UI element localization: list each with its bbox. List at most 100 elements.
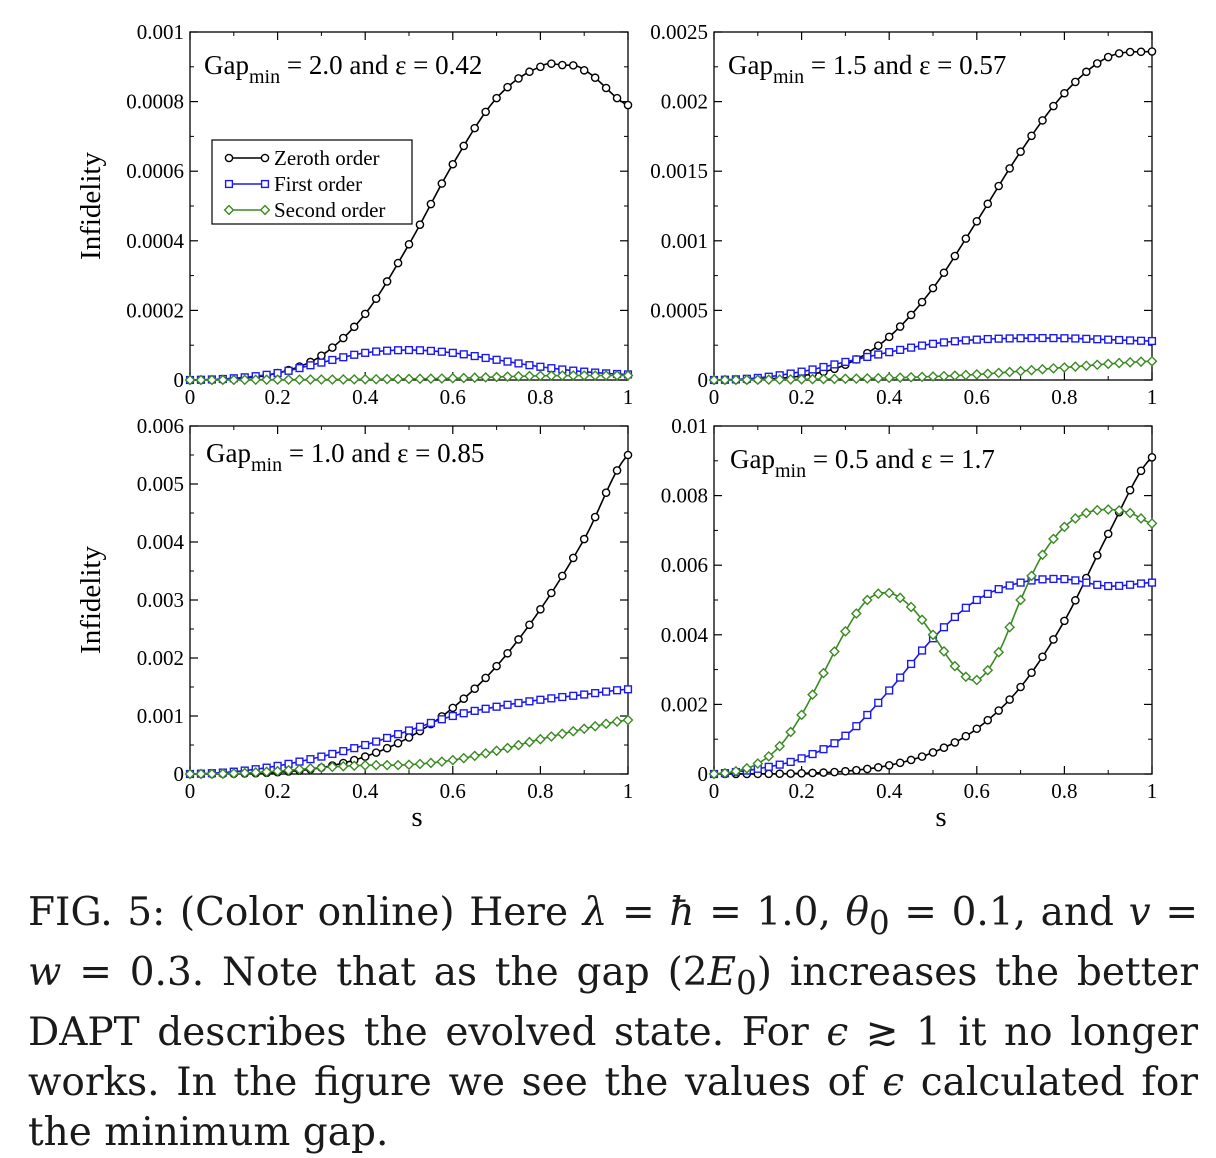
data-point: [1092, 59, 1102, 68]
data-point: [601, 488, 611, 497]
data-point: [786, 769, 795, 778]
data-point: [470, 684, 480, 694]
data-point: [708, 768, 720, 780]
data-point: [1048, 533, 1059, 545]
data-point: [1125, 47, 1135, 57]
data-point: [536, 362, 545, 371]
data-point: [480, 371, 492, 383]
data-point: [1082, 67, 1091, 77]
annotation-sub: min: [775, 460, 806, 482]
y-tick-label: 0.004: [137, 530, 185, 554]
x-tick-label: 0.2: [264, 779, 290, 803]
caption-E-sub: 0: [736, 963, 757, 1002]
data-point: [436, 756, 448, 768]
data-point: [850, 373, 862, 385]
annotation-values: = 0.5 and ε = 1.7: [806, 444, 995, 474]
data-point: [774, 374, 786, 385]
data-point: [524, 370, 535, 382]
data-point: [338, 333, 348, 343]
data-point: [426, 199, 436, 209]
annotation-gap: Gap: [730, 444, 775, 474]
data-point: [905, 371, 917, 383]
panel-2: 0 0.0005 0.001 0.0015 0.002 0.0025 0 0.2 0.4 0.6 0…: [650, 20, 1158, 409]
caption-text-5: = 1.0,: [694, 890, 846, 935]
data-point: [1114, 49, 1124, 58]
data-point: [556, 728, 568, 740]
series-zeroth-order: [709, 47, 1157, 385]
data-point: [797, 754, 806, 763]
data-point: [503, 82, 512, 92]
data-point: [1102, 358, 1114, 370]
data-point: [217, 768, 229, 780]
data-point: [547, 588, 556, 598]
data-point: [819, 362, 828, 372]
data-point: [470, 706, 479, 715]
data-point: [896, 673, 905, 682]
data-point: [513, 370, 524, 382]
data-point: [459, 141, 469, 151]
data-point: [873, 341, 883, 350]
panel-annotation: Gapmin = 0.5 and ε = 1.7: [730, 444, 995, 482]
y-tick-label: 0.001: [661, 229, 708, 253]
data-point: [949, 660, 961, 672]
data-point: [415, 220, 425, 229]
data-point: [852, 765, 861, 775]
data-point: [763, 750, 775, 762]
data-point: [917, 752, 927, 761]
data-point: [764, 769, 774, 779]
data-point: [371, 294, 381, 303]
data-point: [971, 369, 983, 380]
legend-marker: [259, 204, 271, 216]
x-axis-label: s: [935, 801, 946, 833]
caption-text-9: =: [1150, 890, 1199, 935]
data-point: [741, 374, 753, 386]
data-point: [525, 620, 534, 630]
legend-marker: [260, 179, 270, 189]
data-point: [1038, 575, 1047, 584]
data-point: [1038, 333, 1047, 343]
data-point: [239, 374, 251, 386]
data-point: [514, 74, 523, 83]
data-point: [950, 612, 960, 622]
data-point: [961, 336, 970, 345]
data-point: [1147, 336, 1157, 346]
data-point: [1071, 334, 1080, 343]
data-point: [447, 754, 459, 766]
y-tick-label: 0.0008: [126, 90, 184, 114]
y-tick-label: 0.0004: [126, 229, 184, 253]
data-point: [1093, 580, 1102, 589]
data-point: [818, 373, 829, 385]
data-point: [1016, 578, 1025, 587]
data-point: [840, 625, 851, 637]
data-point: [393, 258, 403, 268]
data-point: [524, 736, 535, 748]
data-point: [492, 661, 501, 671]
x-tick-label: 0.6: [964, 385, 990, 409]
data-point: [1104, 335, 1113, 344]
data-point: [217, 374, 229, 386]
data-point: [1026, 364, 1037, 376]
data-point: [863, 352, 872, 362]
data-point: [481, 353, 490, 363]
data-point: [1124, 507, 1136, 519]
data-point: [797, 769, 806, 778]
data-point: [1113, 357, 1125, 369]
plot-frame: [189, 425, 629, 775]
data-point: [525, 697, 534, 706]
data-point: [960, 671, 972, 683]
data-point: [348, 373, 360, 385]
data-point: [719, 767, 731, 779]
data-point: [503, 648, 512, 658]
data-point: [993, 646, 1005, 658]
data-point: [1060, 616, 1069, 626]
series-line: [714, 456, 1153, 775]
data-point: [558, 571, 567, 581]
data-point: [261, 374, 273, 386]
data-point: [949, 370, 961, 381]
data-point: [1135, 356, 1147, 368]
data-point: [317, 358, 326, 367]
data-point: [1037, 549, 1048, 561]
data-point: [481, 107, 490, 117]
data-point: [381, 373, 393, 385]
data-point: [371, 748, 381, 757]
